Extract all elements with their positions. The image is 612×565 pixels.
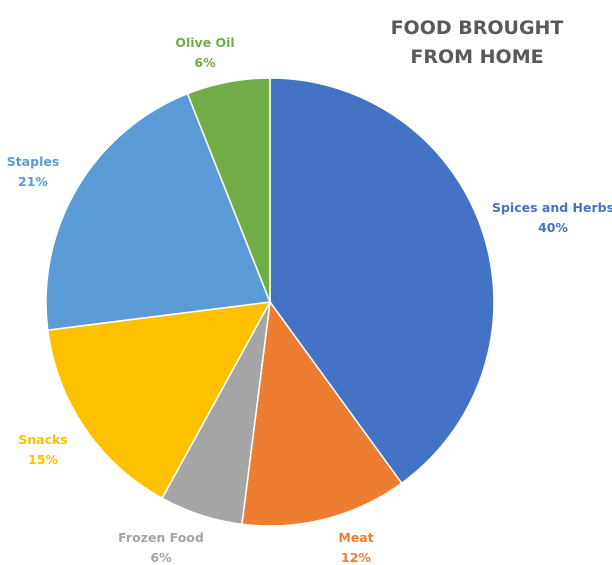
slice-label-name: Spices and Herbs (492, 200, 612, 215)
pie-slice-olive-oil (186, 77, 271, 303)
slice-label-name: Frozen Food (118, 530, 204, 545)
slice-label-name: Snacks (18, 432, 68, 447)
slice-label-value: 40% (538, 220, 568, 235)
slice-label-value: 6% (194, 55, 216, 70)
slice-label-name: Staples (7, 154, 60, 169)
pie-slice-spices-and-herbs (269, 77, 495, 485)
pie-slice-snacks (46, 301, 272, 500)
slice-label-value: 6% (150, 550, 172, 565)
chart-title-line-2: FROM HOME (410, 46, 544, 68)
slice-label-value: 21% (18, 174, 48, 189)
chart-title-line-1: FOOD BROUGHT (390, 17, 564, 39)
chart-title: FOOD BROUGHT FROM HOME (362, 14, 592, 72)
slice-label-name: Olive Oil (175, 35, 234, 50)
pie-slice-meat (241, 300, 403, 527)
slice-label-name: Meat (338, 530, 373, 545)
slice-label-value: 12% (341, 550, 371, 565)
slice-label-value: 15% (28, 452, 58, 467)
pie-slice-staples (45, 92, 272, 331)
